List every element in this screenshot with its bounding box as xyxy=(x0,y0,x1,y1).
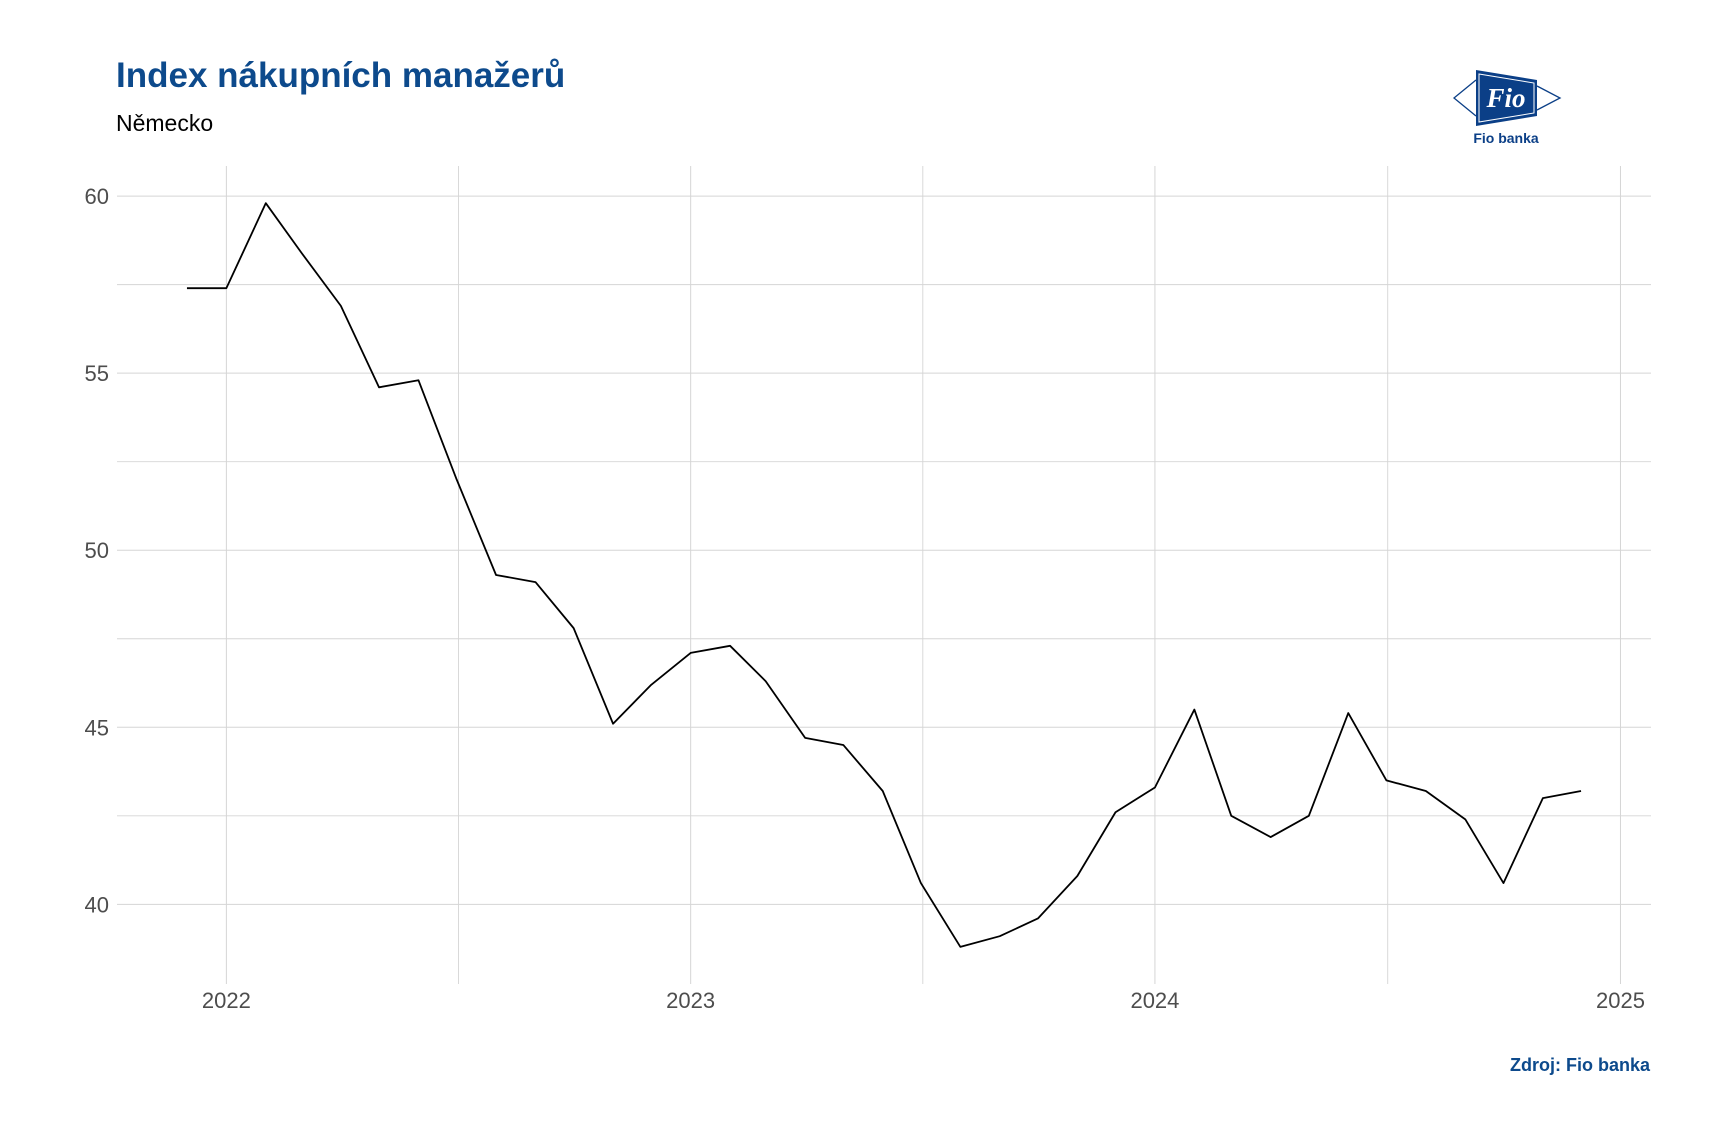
data-point xyxy=(571,626,576,631)
data-point xyxy=(958,944,963,949)
data-point xyxy=(1346,711,1351,716)
data-series xyxy=(184,201,1584,949)
source-caption: Zdroj: Fio banka xyxy=(1510,1055,1651,1075)
data-point xyxy=(263,201,268,206)
data-point xyxy=(533,580,538,585)
data-point xyxy=(1268,835,1273,840)
data-point xyxy=(1579,789,1584,794)
data-point xyxy=(728,643,733,648)
data-point xyxy=(1075,874,1080,879)
series-line xyxy=(186,202,1582,948)
data-point xyxy=(377,385,382,390)
data-point xyxy=(880,789,885,794)
data-point xyxy=(1463,817,1468,822)
data-point xyxy=(454,477,459,482)
data-point xyxy=(841,742,846,747)
y-tick-label: 55 xyxy=(85,361,109,386)
x-tick-label: 2022 xyxy=(202,988,251,1013)
logo-right-tip xyxy=(1536,85,1562,111)
chart-subtitle: Německo xyxy=(116,110,213,136)
data-point xyxy=(299,250,304,255)
data-point xyxy=(1306,813,1311,818)
y-axis-tick-labels: 40 45 50 55 60 xyxy=(85,184,109,917)
data-point xyxy=(611,721,616,726)
logo-mark-text: Fio xyxy=(1485,83,1525,113)
data-point xyxy=(1423,789,1428,794)
data-point xyxy=(1540,796,1545,801)
data-point xyxy=(416,378,421,383)
data-point xyxy=(649,682,654,687)
logo-caption: Fio banka xyxy=(1473,130,1539,146)
y-tick-label: 45 xyxy=(85,715,109,740)
data-point xyxy=(803,735,808,740)
data-point xyxy=(918,881,923,886)
logo-left-tip xyxy=(1452,79,1477,117)
data-point xyxy=(224,286,229,291)
data-point xyxy=(1035,916,1040,921)
data-point xyxy=(338,303,343,308)
data-point xyxy=(494,573,499,578)
data-point xyxy=(763,679,768,684)
data-point xyxy=(1384,778,1389,783)
major-gridlines xyxy=(117,166,1651,984)
chart-title: Index nákupních manažerů xyxy=(116,56,565,95)
y-tick-label: 40 xyxy=(85,892,109,917)
data-point xyxy=(688,650,693,655)
x-tick-label: 2023 xyxy=(666,988,715,1013)
data-point xyxy=(1229,813,1234,818)
x-axis-tick-labels: 2022 2023 2024 2025 xyxy=(202,988,1645,1013)
data-point xyxy=(1113,810,1118,815)
data-point xyxy=(997,934,1002,939)
x-tick-label: 2024 xyxy=(1130,988,1179,1013)
y-tick-label: 50 xyxy=(85,538,109,563)
logo-flag-inner-outline xyxy=(1478,73,1535,123)
y-tick-label: 60 xyxy=(85,184,109,209)
data-point xyxy=(1501,881,1506,886)
data-point xyxy=(1192,707,1197,712)
minor-gridlines xyxy=(117,166,1651,984)
data-point xyxy=(184,286,189,291)
fio-banka-logo: Fio Fio banka xyxy=(1452,70,1562,146)
data-point xyxy=(1152,785,1157,790)
logo-flag xyxy=(1476,70,1537,126)
x-tick-label: 2025 xyxy=(1596,988,1645,1013)
